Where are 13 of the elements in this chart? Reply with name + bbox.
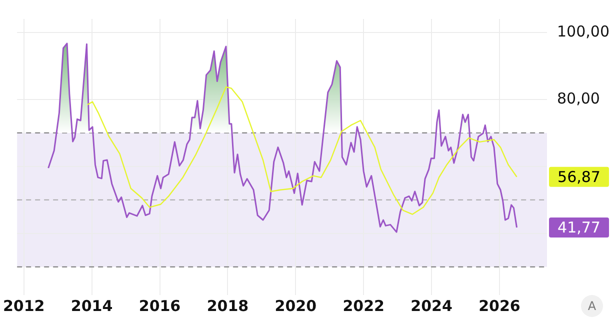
text: 41,77 xyxy=(558,218,600,236)
x-tick-label: 2026 xyxy=(478,296,520,315)
x-tick-label: 2024 xyxy=(410,296,452,315)
x-tick-label: 2012 xyxy=(3,296,45,315)
x-tick-label: 2020 xyxy=(274,296,317,315)
x-tick-label: 2022 xyxy=(342,296,384,315)
x-tick-label: 2016 xyxy=(138,296,181,315)
text: 56,87 xyxy=(558,168,600,186)
x-tick-label: 2014 xyxy=(70,296,113,315)
y-tick-label: 100,00 xyxy=(557,22,610,40)
x-tick-label: 2018 xyxy=(206,296,249,315)
y-tick-label: 80,00 xyxy=(557,89,600,108)
auto-scale-button: A xyxy=(581,295,603,317)
